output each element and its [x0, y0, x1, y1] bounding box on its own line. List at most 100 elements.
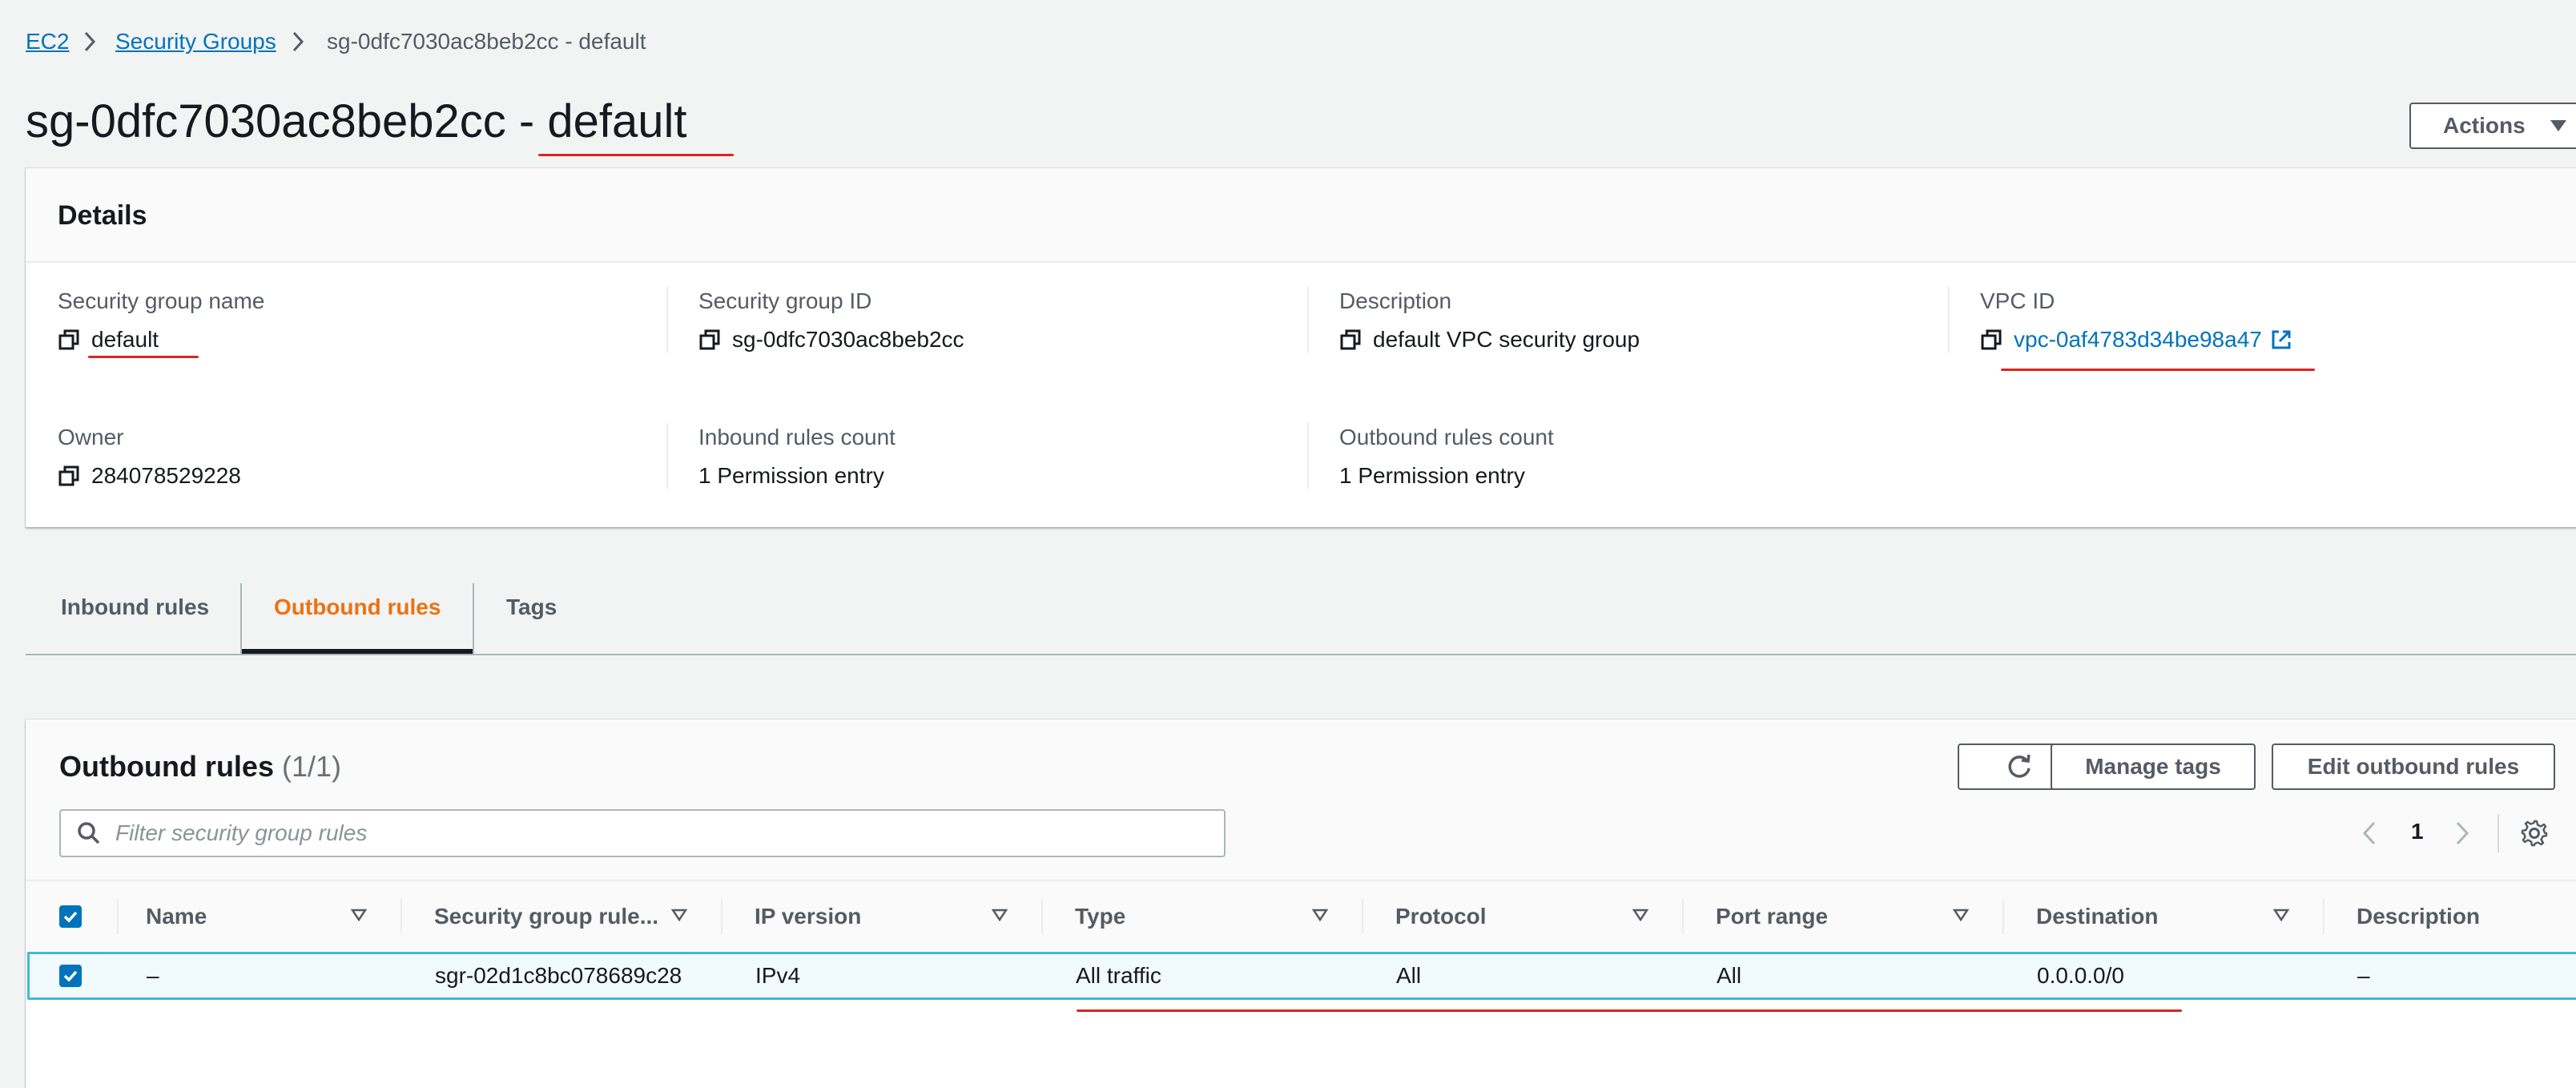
edit-outbound-rules-button[interactable]: Edit outbound rules	[2272, 743, 2555, 790]
tab-divider	[473, 583, 474, 654]
sort-caret-icon[interactable]	[671, 909, 687, 921]
column-divider	[1307, 287, 1309, 353]
outbound-rules-header: Outbound rules (1/1) Manage tags Edit ou…	[26, 719, 2576, 880]
chevron-right-icon	[84, 31, 96, 52]
copy-icon[interactable]	[58, 465, 80, 487]
table-row[interactable]: – sgr-02d1c8bc078689c28 IPv4 All traffic…	[27, 952, 2576, 1000]
sort-caret-icon[interactable]	[1953, 909, 1969, 921]
details-title: Details	[58, 200, 147, 231]
column-divider	[2002, 899, 2004, 934]
checkbox[interactable]	[59, 905, 82, 928]
column-header-name[interactable]: Name	[146, 904, 207, 929]
page-title-name: default	[547, 95, 687, 147]
column-header-ip-version[interactable]: IP version	[755, 904, 862, 929]
field-value: 284078529228	[91, 463, 241, 488]
caret-down-icon	[2550, 120, 2566, 131]
field-label: Security group ID	[698, 288, 872, 313]
column-divider	[1041, 899, 1043, 934]
column-header-description[interactable]: Description	[2357, 904, 2481, 929]
tab-inbound-rules[interactable]: Inbound rules	[61, 594, 210, 619]
outbound-rules-count: (1/1)	[282, 750, 342, 783]
copy-icon[interactable]	[1980, 328, 2002, 351]
cell-protocol: All	[1396, 963, 1422, 988]
pagination-divider	[2498, 814, 2499, 852]
page-title-id: sg-0dfc7030ac8beb2cc -	[26, 95, 548, 147]
column-header-rule-id[interactable]: Security group rule...	[434, 904, 659, 929]
cell-type: All traffic	[1076, 963, 1161, 988]
column-header-type[interactable]: Type	[1075, 904, 1126, 929]
field-outbound-rules-count: Outbound rules count 1 Permission entry	[1339, 425, 1554, 489]
active-tab-indicator	[242, 649, 473, 654]
field-value: default VPC security group	[1373, 327, 1640, 352]
annotation-underline-rule	[1077, 1009, 2182, 1012]
sort-caret-icon[interactable]	[992, 909, 1008, 921]
checkmark-icon	[63, 911, 78, 923]
checkmark-icon	[63, 970, 78, 982]
column-divider	[666, 423, 668, 489]
cell-destination: 0.0.0.0/0	[2037, 963, 2124, 988]
outbound-rules-panel: Outbound rules (1/1) Manage tags Edit ou…	[26, 719, 2576, 1088]
column-divider	[1307, 423, 1309, 489]
column-header-destination[interactable]: Destination	[2036, 904, 2159, 929]
copy-icon[interactable]	[698, 328, 721, 351]
field-inbound-rules-count: Inbound rules count 1 Permission entry	[698, 425, 896, 489]
column-divider	[721, 899, 722, 934]
cell-ip-version: IPv4	[755, 963, 801, 988]
field-owner: Owner 284078529228	[58, 425, 241, 489]
refresh-icon	[2008, 754, 2031, 778]
checkbox[interactable]	[59, 965, 82, 987]
field-label: VPC ID	[1980, 288, 2055, 313]
sort-caret-icon[interactable]	[351, 909, 367, 921]
field-security-group-id: Security group ID sg-0dfc7030ac8beb2cc	[698, 288, 964, 353]
sort-caret-icon[interactable]	[1632, 909, 1648, 921]
tab-bar-border	[26, 654, 2576, 655]
actions-button-label: Actions	[2443, 113, 2526, 138]
row-checkbox[interactable]	[59, 954, 82, 997]
tab-outbound-rules[interactable]: Outbound rules	[274, 594, 441, 619]
details-header: Details	[26, 168, 2576, 263]
field-label: Owner	[58, 425, 124, 449]
annotation-underline-vpc-id	[2001, 369, 2315, 371]
next-page-icon[interactable]	[2454, 820, 2470, 846]
details-panel: Details Security group name default Secu…	[26, 168, 2576, 527]
column-divider	[666, 287, 668, 353]
copy-icon[interactable]	[1339, 328, 1362, 351]
filter-search-box[interactable]	[59, 809, 1226, 857]
cell-name: –	[147, 963, 159, 988]
column-header-protocol[interactable]: Protocol	[1395, 904, 1487, 929]
previous-page-icon[interactable]	[2361, 820, 2377, 846]
sort-caret-icon[interactable]	[2273, 909, 2289, 921]
field-label: Outbound rules count	[1339, 425, 1554, 449]
current-page-number[interactable]: 1	[2411, 819, 2424, 844]
column-divider	[2323, 899, 2324, 934]
breadcrumb-ec2-link[interactable]: EC2	[26, 29, 70, 54]
settings-gear-icon[interactable]	[2520, 819, 2549, 848]
column-header-port-range[interactable]: Port range	[1716, 904, 1829, 929]
copy-icon[interactable]	[58, 328, 80, 351]
page-title: sg-0dfc7030ac8beb2cc - default	[26, 95, 686, 148]
tab-tags[interactable]: Tags	[506, 594, 557, 619]
column-divider	[1682, 899, 1684, 934]
vpc-id-link[interactable]: vpc-0af4783d34be98a47	[2014, 327, 2262, 352]
table-header: Name Security group rule... IP version T…	[26, 880, 2576, 953]
actions-button[interactable]: Actions	[2409, 103, 2576, 149]
filter-search-input[interactable]	[114, 820, 1158, 847]
breadcrumb-current: sg-0dfc7030ac8beb2cc - default	[327, 29, 646, 54]
field-value: 1 Permission entry	[698, 463, 884, 488]
external-link-icon[interactable]	[2270, 328, 2292, 351]
manage-tags-button[interactable]: Manage tags	[2051, 743, 2256, 790]
select-all-checkbox[interactable]	[59, 881, 82, 952]
annotation-underline-sg-name	[88, 356, 199, 358]
cell-rule-id: sgr-02d1c8bc078689c28	[435, 963, 682, 988]
field-security-group-name: Security group name default	[58, 288, 264, 353]
field-label: Description	[1339, 288, 1452, 313]
field-description: Description default VPC security group	[1339, 288, 1640, 353]
field-label: Security group name	[58, 288, 265, 313]
column-divider	[1362, 899, 1363, 934]
search-icon	[78, 822, 100, 844]
breadcrumb-security-groups-link[interactable]: Security Groups	[115, 29, 276, 54]
column-divider	[1948, 287, 1950, 353]
cell-description: –	[2357, 963, 2370, 988]
cell-port-range: All	[1717, 963, 1742, 988]
sort-caret-icon[interactable]	[1312, 909, 1328, 921]
